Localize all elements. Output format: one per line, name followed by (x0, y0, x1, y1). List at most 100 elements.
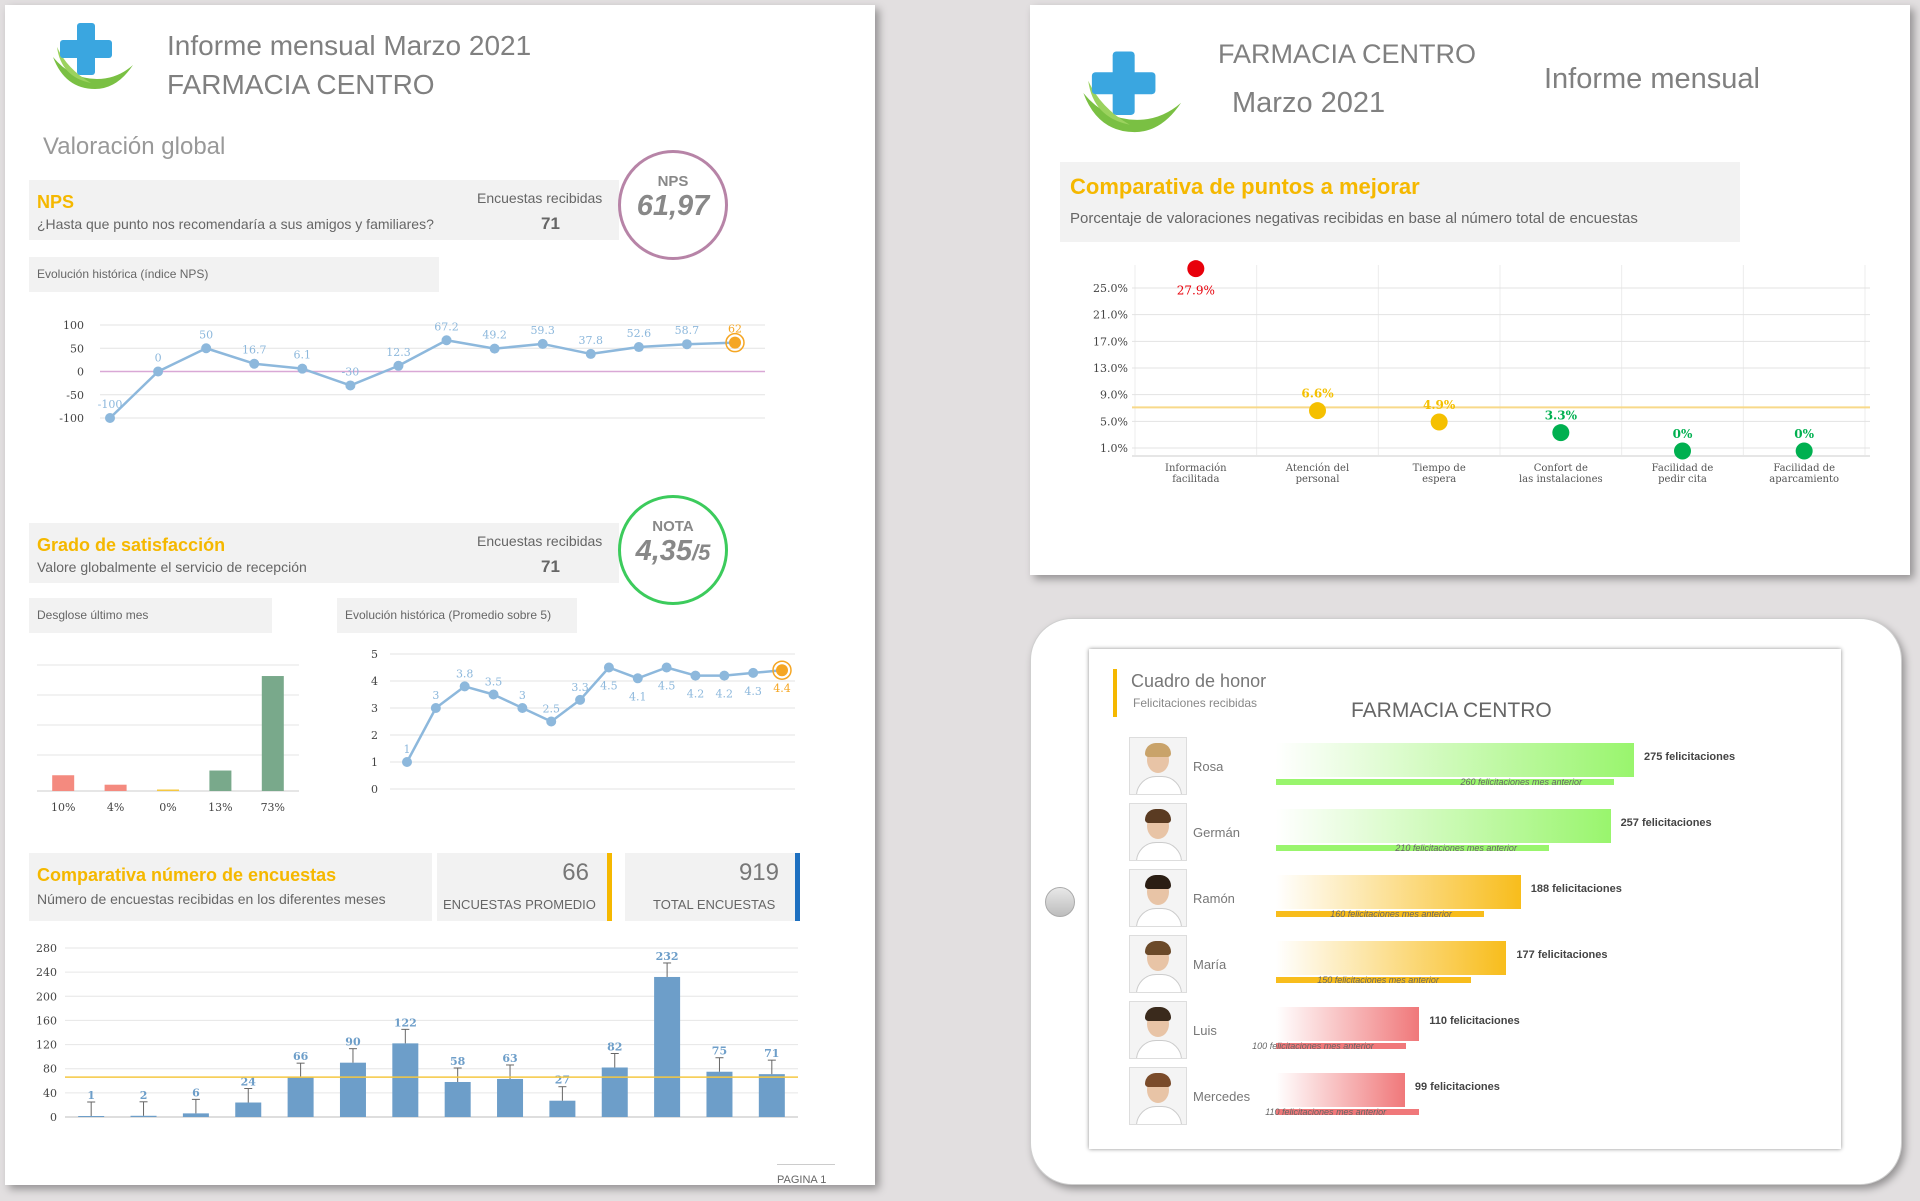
breakdown-label: Desglose último mes (37, 608, 149, 622)
honor-count: 257 felicitaciones (1620, 817, 1712, 829)
y-tick-label: 200 (36, 990, 57, 1003)
data-label: 6 (192, 1086, 200, 1099)
data-point (633, 342, 644, 353)
honor-pharmacy: FARMACIA CENTRO (1351, 699, 1552, 722)
data-point (488, 689, 499, 700)
avatar-coat (1136, 1106, 1182, 1124)
data-label: 58 (450, 1055, 466, 1068)
x-tick-label: 73% (261, 801, 285, 814)
data-label: 4.9% (1423, 398, 1456, 412)
x-tick-label: 10% (51, 801, 75, 814)
data-point (729, 336, 741, 349)
data-point (105, 413, 115, 423)
avatar (1129, 1001, 1187, 1059)
honor-prev-count: 160 felicitaciones mes anterior (1330, 909, 1452, 919)
avatar-coat (1136, 974, 1182, 992)
avatar-hair (1145, 941, 1171, 955)
improvement-chart: 25.0% 21.0% 17.0% 13.0% 9.0% 5.0% 1.0% 27.9% Inf… (1093, 260, 1870, 485)
data-point (249, 358, 260, 369)
avatar-hair (1145, 1073, 1171, 1087)
satisfaction-badge: NOTA 4,35/5 (618, 495, 728, 605)
avatar-hair (1145, 875, 1171, 889)
data-label: -100 (98, 398, 123, 411)
y-tick-label: 50 (70, 342, 84, 355)
data-label: 4.2 (716, 688, 734, 701)
x-tick-label: espera (1422, 474, 1456, 485)
avatar-coat (1136, 908, 1182, 926)
nps-badge-label: NPS (657, 173, 689, 190)
y-tick-label: 21.0% (1093, 309, 1128, 322)
data-label: 2.5 (542, 703, 560, 716)
x-tick-label: pedir cita (1658, 474, 1707, 485)
series-line (109, 339, 736, 419)
nps-history-chart: 100 50 0 -50 -100 -100 0 50 16.7 6.1 -30 12.3 67.2 49… (59, 319, 765, 425)
honor-count: 177 felicitaciones (1516, 949, 1608, 961)
data-label: 3.8 (456, 667, 474, 680)
honor-prev-count: 150 felicitaciones mes anterior (1317, 975, 1439, 985)
report-pharmacy: FARMACIA CENTRO (167, 69, 435, 100)
avg-surveys-box: 66 ENCUESTAS PROMEDIO (437, 853, 612, 921)
data-label: 3.3 (571, 681, 589, 694)
tablet-home-button[interactable] (1045, 887, 1075, 917)
honor-count: 275 felicitaciones (1644, 751, 1736, 763)
bar (235, 1102, 262, 1117)
data-label: 3 (519, 689, 526, 702)
honor-name: Germán (1193, 825, 1240, 840)
nps-badge-value: 61,97 (636, 190, 710, 222)
honor-bar (1276, 743, 1634, 777)
data-point (153, 366, 164, 377)
bar (339, 1062, 366, 1117)
y-tick-label: 240 (36, 966, 57, 979)
avatar-hair (1145, 1007, 1171, 1021)
bar (209, 770, 232, 791)
panel-month: Marzo 2021 (1232, 87, 1386, 119)
satisfaction-question: Valore globalmente el servicio de recepc… (37, 559, 307, 575)
improvement-subtitle: Porcentaje de valoraciones negativas rec… (1070, 210, 1638, 227)
satisfaction-surveys-value: 71 (541, 557, 560, 576)
surveys-compare-header: Comparativa número de encuestas Número d… (29, 853, 432, 921)
breakdown-label-box: Desglose último mes (29, 598, 272, 633)
bar (157, 789, 179, 791)
page-footer-rule (777, 1164, 835, 1165)
data-point (517, 703, 528, 713)
data-label: 12.3 (386, 346, 411, 359)
tablet-frame: Cuadro de honor Felicitaciones recibidas… (1030, 618, 1902, 1185)
data-label: 2 (140, 1089, 148, 1102)
y-tick-label: 0 (50, 1111, 57, 1123)
data-label: 3.3% (1545, 409, 1578, 423)
honor-row: Luis 110 felicitaciones 100 felicitaciones… (1129, 1001, 1759, 1063)
honor-bar (1276, 1007, 1420, 1041)
nps-history-label: Evolución histórica (índice NPS) (37, 267, 209, 281)
honor-name: Ramón (1193, 891, 1235, 906)
data-label: 59.3 (530, 324, 555, 337)
data-point (603, 662, 614, 673)
data-label: 24 (241, 1076, 257, 1089)
data-point (1674, 442, 1691, 460)
y-tick-label: 40 (43, 1087, 57, 1100)
honor-subtitle: Felicitaciones recibidas (1133, 696, 1258, 710)
honor-row: Ramón 188 felicitaciones 160 felicitacione… (1129, 869, 1759, 931)
bar (287, 1077, 314, 1117)
y-tick-label: 5.0% (1100, 415, 1128, 428)
data-point (776, 664, 788, 677)
honor-count: 188 felicitaciones (1530, 883, 1622, 895)
satisfaction-history-label: Evolución histórica (Promedio sobre 5) (345, 608, 552, 622)
satisfaction-badge-value: 4,35 (635, 535, 693, 567)
data-point (690, 670, 701, 681)
data-label: 27 (555, 1074, 570, 1087)
data-point (201, 343, 212, 354)
data-point (459, 681, 470, 692)
honor-accent-bar (1113, 669, 1117, 717)
honor-bar (1276, 1073, 1405, 1107)
avatar (1129, 737, 1187, 795)
honor-prev-bar (1276, 911, 1485, 917)
avatar (1129, 935, 1187, 993)
data-point (546, 716, 557, 727)
x-tick-label: personal (1296, 474, 1340, 485)
honor-bar (1276, 875, 1521, 909)
y-tick-label: 5 (371, 648, 378, 661)
pharmacy-logo-icon (1083, 51, 1182, 133)
avatar-coat (1136, 776, 1182, 794)
satisfaction-breakdown-chart: 10% 4% 0% 13% 73% (37, 664, 299, 814)
y-tick-label: 1.0% (1100, 442, 1128, 455)
